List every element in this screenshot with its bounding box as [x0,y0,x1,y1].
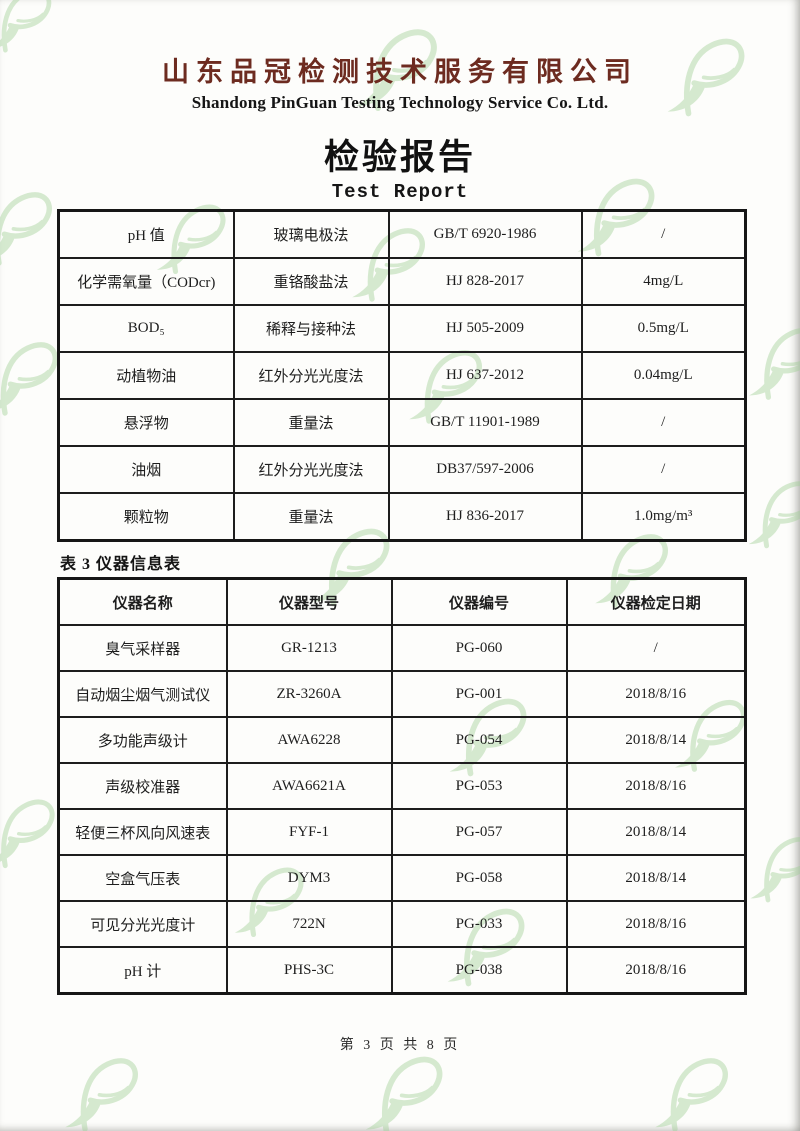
table-row: 臭气采样器 GR-1213 PG-060 / [57,624,747,672]
table-row: 化学需氧量（CODcr) 重铬酸盐法 HJ 828-2017 4mg/L [57,257,747,306]
standard: GB/T 6920-1986 [387,209,583,259]
instrument-name: 声级校准器 [57,762,228,810]
instrument-model: DYM3 [225,854,393,902]
pinguan-logo-watermark-icon [358,1046,453,1131]
table-row: 自动烟尘烟气测试仪 ZR-3260A PG-001 2018/8/16 [57,670,747,718]
calibration-date: 2018/8/14 [565,854,747,902]
standard: HJ 836-2017 [387,492,583,542]
standard: HJ 828-2017 [387,257,583,306]
instrument-name: 空盒气压表 [57,854,228,902]
instrument-number: PG-001 [390,670,568,718]
instrument-name: pH 计 [57,946,228,995]
instrument-table-caption: 表 3 仪器信息表 [60,556,182,573]
instrument-model: 722N [225,900,393,948]
instrument-number: PG-033 [390,900,568,948]
instrument-name: 多功能声级计 [57,716,228,764]
instrument-number: PG-057 [390,808,568,856]
result: / [580,209,747,259]
instrument-number: PG-038 [390,946,568,995]
instrument-table: 仪器名称 仪器型号 仪器编号 仪器检定日期 臭气采样器 GR-1213 PG-0… [57,577,747,995]
instrument-number: PG-053 [390,762,568,810]
table-row: pH 计 PHS-3C PG-038 2018/8/16 [57,946,747,995]
table-row: 声级校准器 AWA6621A PG-053 2018/8/16 [57,762,747,810]
result: 4mg/L [580,257,747,306]
report-title-en: Test Report [331,181,469,203]
method: 玻璃电极法 [232,209,390,259]
instrument-number: PG-054 [390,716,568,764]
table-row: pH 值 玻璃电极法 GB/T 6920-1986 / [57,209,747,259]
calibration-date: 2018/8/16 [565,670,747,718]
calibration-date: / [565,624,747,672]
method: 重量法 [232,492,390,542]
instrument-model: GR-1213 [225,624,393,672]
col-header-calibration-date: 仪器检定日期 [565,577,747,626]
param-name: 颗粒物 [57,492,235,542]
instrument-model: PHS-3C [225,946,393,995]
param-name: 化学需氧量（CODcr) [57,257,235,306]
table-row: 轻便三杯风向风速表 FYF-1 PG-057 2018/8/14 [57,808,747,856]
table-row: BOD₅ 稀释与接种法 HJ 505-2009 0.5mg/L [57,304,747,353]
instrument-model: FYF-1 [225,808,393,856]
calibration-date: 2018/8/16 [565,900,747,948]
method: 重量法 [232,398,390,447]
method: 稀释与接种法 [232,304,390,353]
instrument-name: 臭气采样器 [57,624,228,672]
result: / [580,445,747,494]
method: 重铬酸盐法 [232,257,390,306]
table-row: 空盒气压表 DYM3 PG-058 2018/8/14 [57,854,747,902]
col-header-instrument-name: 仪器名称 [57,577,228,626]
result: 0.04mg/L [580,351,747,400]
col-header-instrument-number: 仪器编号 [390,577,568,626]
instrument-name: 可见分光光度计 [57,900,228,948]
results-table: pH 值 玻璃电极法 GB/T 6920-1986 / 化学需氧量（CODcr)… [57,209,747,542]
company-name-en: Shandong PinGuan Testing Technology Serv… [191,93,609,112]
standard: HJ 637-2012 [387,351,583,400]
param-name: BOD₅ [57,304,235,353]
method: 红外分光光度法 [232,445,390,494]
instrument-model: AWA6228 [225,716,393,764]
report-title-cn: 检验报告 [323,138,476,177]
result: 0.5mg/L [580,304,747,353]
instrument-model: ZR-3260A [225,670,393,718]
param-name: 动植物油 [57,351,235,400]
calibration-date: 2018/8/14 [565,808,747,856]
col-header-instrument-model: 仪器型号 [225,577,393,626]
result: 1.0mg/m³ [580,492,747,542]
table-row: 多功能声级计 AWA6228 PG-054 2018/8/14 [57,716,747,764]
table-row: 油烟 红外分光光度法 DB37/597-2006 / [57,445,747,494]
calibration-date: 2018/8/16 [565,946,747,995]
table-row: 可见分光光度计 722N PG-033 2018/8/16 [57,900,747,948]
standard: HJ 505-2009 [387,304,583,353]
standard: DB37/597-2006 [387,445,583,494]
calibration-date: 2018/8/16 [565,762,747,810]
report-header: 山东品冠检测技术服务有限公司 Shandong PinGuan Testing … [0,0,800,203]
instrument-name: 自动烟尘烟气测试仪 [57,670,228,718]
instrument-number: PG-058 [390,854,568,902]
param-name: 悬浮物 [57,398,235,447]
param-name: pH 值 [57,209,235,259]
param-name: 油烟 [57,445,235,494]
result: / [580,398,747,447]
instrument-number: PG-060 [390,624,568,672]
table-header-row: 仪器名称 仪器型号 仪器编号 仪器检定日期 [57,577,747,626]
method: 红外分光光度法 [232,351,390,400]
standard: GB/T 11901-1989 [387,398,583,447]
table-row: 悬浮物 重量法 GB/T 11901-1989 / [57,398,747,447]
instrument-name: 轻便三杯风向风速表 [57,808,228,856]
table-row: 动植物油 红外分光光度法 HJ 637-2012 0.04mg/L [57,351,747,400]
pinguan-logo-watermark-icon [648,1048,738,1131]
pinguan-logo-watermark-icon [58,1048,148,1131]
table-row: 颗粒物 重量法 HJ 836-2017 1.0mg/m³ [57,492,747,542]
company-name-cn: 山东品冠检测技术服务有限公司 [162,57,638,87]
page-footer: 第 3 页 共 8 页 [339,1038,461,1053]
instrument-model: AWA6621A [225,762,393,810]
calibration-date: 2018/8/14 [565,716,747,764]
